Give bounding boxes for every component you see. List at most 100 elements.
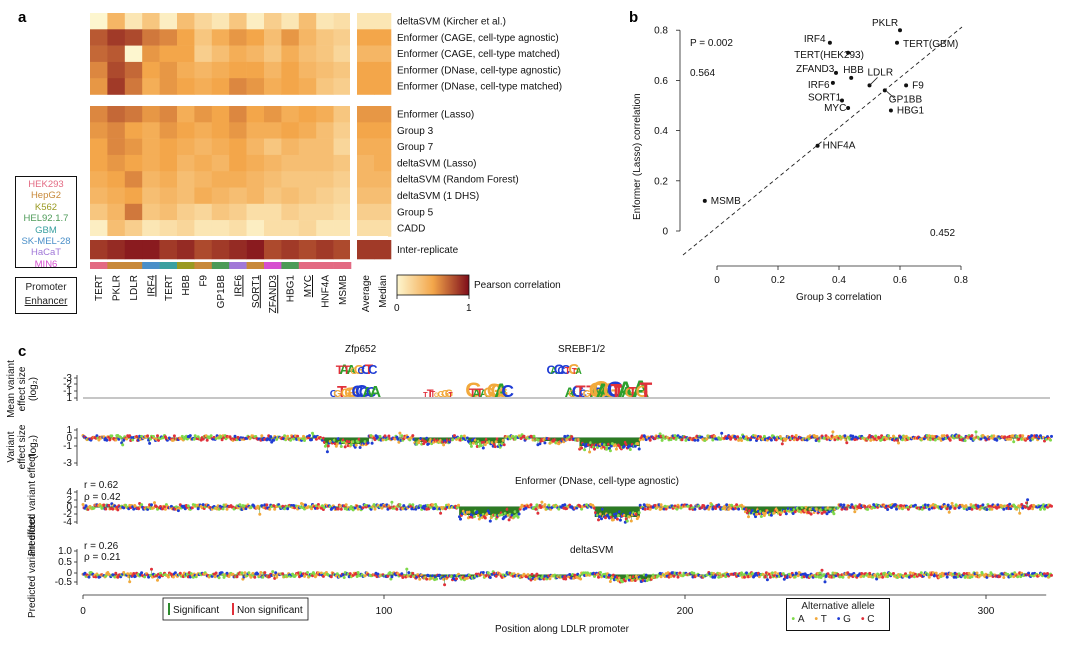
scatter-point-label-4: ZFAND3 — [796, 64, 835, 75]
cell-type-gbm: GBM — [35, 224, 57, 236]
heat-cell-r1-c10 — [264, 29, 282, 46]
heat-cell-r9-c16 — [374, 171, 392, 188]
heat-cell-r9-c9 — [246, 171, 265, 188]
heat-cell-r10-c3 — [142, 187, 160, 205]
allele-legend-item-C: • C — [861, 614, 875, 625]
heat-cell-r6-c5 — [177, 122, 195, 139]
heat-cell-r9-c6 — [194, 171, 213, 188]
heat-cell-r13-c7 — [211, 240, 230, 260]
heat-cell-r0-c15 — [357, 13, 375, 30]
heat-cell-r0-c10 — [264, 13, 282, 30]
track0-ytick-3: 1 — [66, 393, 72, 404]
heat-cell-r11-c10 — [264, 203, 282, 221]
heat-cell-r3-c16 — [374, 61, 392, 79]
colorbar-tick-0: 0 — [394, 303, 400, 314]
heat-cell-r0-c7 — [211, 13, 230, 30]
heat-row-label-5: Enformer (Lasso) — [397, 110, 474, 121]
track0-ytick-1: -2 — [63, 379, 72, 390]
heat-cell-r9-c5 — [177, 171, 195, 188]
heat-cell-r5-c9 — [246, 106, 265, 123]
heat-cell-r12-c14 — [333, 220, 352, 237]
heat-cell-r7-c9 — [246, 138, 265, 156]
heat-cell-r7-c14 — [333, 138, 352, 156]
heat-col-label-4: TERT — [164, 275, 175, 301]
heat-cell-r12-c7 — [211, 220, 230, 237]
heat-cell-r6-c4 — [159, 122, 178, 139]
heat-cell-r5-c6 — [194, 106, 213, 123]
heat-cell-r11-c0 — [90, 203, 108, 221]
scatter-point-label-12: HBG1 — [897, 106, 925, 117]
heat-cell-r5-c3 — [142, 106, 160, 123]
heat-cell-r1-c6 — [194, 29, 213, 46]
scatter-y-tick-2: 0.4 — [654, 126, 668, 137]
heat-cell-r10-c14 — [333, 187, 352, 205]
heat-cell-r12-c6 — [194, 220, 213, 237]
heat-col-label-13: HNF4A — [320, 275, 331, 308]
heat-cell-r7-c15 — [357, 138, 375, 156]
heat-cell-r7-c8 — [229, 138, 247, 156]
track-x-axis: 0 100 200 300 — [80, 594, 1047, 617]
scatter-point-1 — [895, 40, 899, 45]
heat-row-label-3: Enformer (DNase, cell-type agnostic) — [397, 65, 561, 76]
track0-ylabel-1: effect size — [17, 366, 28, 411]
cell-type-hel92-1-7: HEL92.1.7 — [23, 213, 69, 225]
heat-cell-r4-c0 — [90, 78, 108, 95]
track0-ytick-0: -3 — [63, 373, 72, 384]
heat-cell-r12-c4 — [159, 220, 178, 237]
heat-cell-r5-c0 — [90, 106, 108, 123]
heat-cell-r3-c0 — [90, 61, 108, 79]
heat-cell-r5-c7 — [211, 106, 230, 123]
cell-type-hepg2: HepG2 — [30, 190, 62, 202]
scatter-y-label: Enformer (Lasso) correlation — [632, 93, 643, 220]
heat-cell-r10-c16 — [374, 187, 392, 205]
heat-cell-r9-c0 — [90, 171, 108, 188]
cell-type-legend: HEK293 HepG2 K562 HEL92.1.7 GBM SK-MEL-28 HaCa… — [15, 176, 77, 270]
scatter-x-tick-4: 0.8 — [954, 275, 968, 286]
heat-cell-r9-c1 — [107, 171, 126, 188]
heat-cell-r4-c7 — [211, 78, 230, 95]
heat-cell-r4-c2 — [124, 78, 143, 95]
heat-cell-r9-c13 — [316, 171, 334, 188]
track1-ytick-2: -1 — [63, 441, 72, 452]
heat-cell-r3-c13 — [316, 61, 334, 79]
panel-letter-a: a — [18, 9, 27, 26]
cell-type-strip — [90, 262, 352, 269]
scatter-point-label-13: HNF4A — [823, 141, 856, 152]
heat-cell-r2-c14 — [333, 45, 352, 63]
allele-legend-item-T: • T — [814, 614, 826, 625]
heat-cell-r7-c12 — [298, 138, 317, 156]
heat-cell-r8-c10 — [264, 154, 282, 172]
scatter-point-7 — [830, 80, 835, 85]
heat-cell-r11-c4 — [159, 203, 178, 221]
heat-row-label-8: deltaSVM (Lasso) — [397, 158, 476, 169]
heat-cell-r2-c3 — [142, 45, 160, 63]
heat-cell-r10-c7 — [211, 187, 230, 205]
heat-cell-r12-c16 — [374, 220, 392, 237]
heat-cell-r8-c11 — [281, 154, 300, 172]
heat-cell-r11-c6 — [194, 203, 213, 221]
heat-cell-r0-c2 — [124, 13, 143, 30]
scatter-x-label: Group 3 correlation — [796, 292, 882, 303]
heat-cell-r12-c8 — [229, 220, 247, 237]
colorbar-gradient — [396, 274, 470, 296]
heat-col-label-15: Average — [361, 275, 372, 313]
heat-cell-r10-c9 — [246, 187, 265, 205]
colorbar-tick-1: 1 — [466, 303, 472, 314]
strip-cell-6 — [194, 262, 213, 269]
heat-cell-r4-c12 — [298, 78, 317, 95]
heat-cell-r11-c1 — [107, 203, 126, 221]
heat-cell-r1-c8 — [229, 29, 247, 46]
allele-dot-T: • — [814, 614, 821, 625]
heat-cell-r11-c9 — [246, 203, 265, 221]
heat-cell-r8-c4 — [159, 154, 178, 172]
heat-cell-r2-c1 — [107, 45, 126, 63]
cell-type-hacat: HaCaT — [30, 247, 62, 259]
heat-cell-r6-c8 — [229, 122, 247, 139]
heat-cell-r11-c8 — [229, 203, 247, 221]
strip-cell-4 — [159, 262, 178, 269]
track0-ylabel-0: Mean variant — [6, 360, 17, 418]
heat-cell-r6-c14 — [333, 122, 352, 139]
track-rho-deltasvm: ρ = 0.21 — [84, 552, 121, 563]
